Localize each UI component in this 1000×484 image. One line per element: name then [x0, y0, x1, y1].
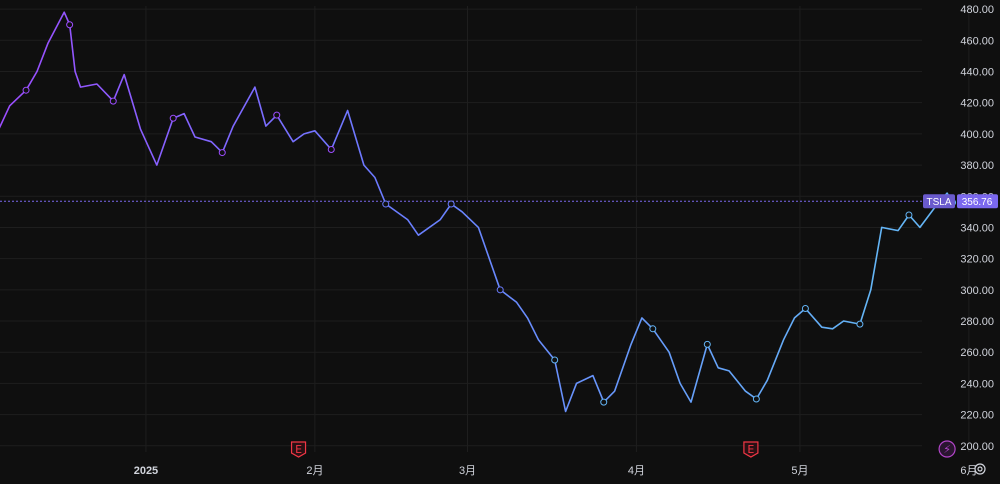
data-point-marker	[600, 398, 608, 406]
y-tick-label: 300.00	[960, 285, 994, 297]
event-marker-label: ⚡	[943, 443, 951, 456]
event-marker-label: E	[747, 443, 754, 456]
y-tick-label: 320.00	[960, 254, 994, 266]
data-point-marker	[905, 211, 913, 219]
x-tick-label: 2月	[306, 465, 323, 477]
data-point-marker	[752, 395, 760, 403]
data-point-marker	[327, 145, 335, 153]
price-badge-box	[957, 194, 998, 209]
data-point-marker	[447, 200, 455, 208]
y-tick-label: 420.00	[960, 98, 994, 110]
settings-icon[interactable]	[974, 463, 986, 475]
price-badge: TSLA 356.76	[923, 194, 998, 209]
dividend-icon	[938, 440, 956, 458]
data-point-marker	[109, 97, 117, 105]
y-tick-label: 200.00	[960, 441, 994, 453]
ticker-badge-box	[923, 194, 955, 209]
x-tick-label: 5月	[791, 465, 808, 477]
x-tick-label: 6月	[960, 465, 977, 477]
data-point-marker	[382, 200, 390, 208]
y-axis: 200.00 220.00 240.00 260.00 280.00 300.00 320.…	[960, 4, 994, 453]
x-tick-label: 2025	[134, 465, 158, 477]
data-point-marker	[496, 286, 504, 294]
data-point-marker	[22, 86, 30, 94]
y-tick-label: 380.00	[960, 160, 994, 172]
data-point-marker	[703, 340, 711, 348]
x-tick-label: 4月	[628, 465, 645, 477]
y-tick-label: 220.00	[960, 410, 994, 422]
earnings-icon	[290, 441, 307, 458]
data-point-marker	[218, 149, 226, 157]
y-tick-label: 280.00	[960, 316, 994, 328]
data-point-marker	[273, 111, 281, 119]
data-point-marker	[856, 320, 864, 328]
price-badge-label: 356.76	[962, 197, 993, 208]
data-point-marker	[801, 305, 809, 313]
event-marker[interactable]: E	[743, 441, 759, 458]
y-tick-label: 440.00	[960, 66, 994, 78]
data-point-markers	[22, 21, 957, 406]
data-point-marker	[66, 21, 74, 29]
y-tick-label: 400.00	[960, 129, 994, 141]
event-marker[interactable]: E	[290, 441, 307, 458]
y-tick-label: 480.00	[960, 4, 994, 16]
y-tick-label: 340.00	[960, 222, 994, 234]
y-tick-label: 260.00	[960, 347, 994, 359]
data-point-marker	[649, 325, 657, 333]
earnings-icon	[743, 441, 759, 458]
data-point-marker	[551, 356, 559, 364]
ticker-badge-label: TSLA	[926, 197, 951, 208]
data-point-marker	[169, 114, 177, 122]
event-marker-label: E	[295, 443, 302, 456]
series-line-tsla[interactable]	[0, 11, 954, 413]
grid	[0, 6, 970, 452]
event-markers[interactable]: E E ⚡	[290, 440, 956, 458]
y-tick-label: 460.00	[960, 35, 994, 47]
x-tick-label: 3月	[459, 465, 476, 477]
event-marker[interactable]: ⚡	[938, 440, 956, 458]
x-axis: 2025 2月 3月 4月 5月 6月	[134, 465, 978, 477]
y-tick-label: 240.00	[960, 378, 994, 390]
